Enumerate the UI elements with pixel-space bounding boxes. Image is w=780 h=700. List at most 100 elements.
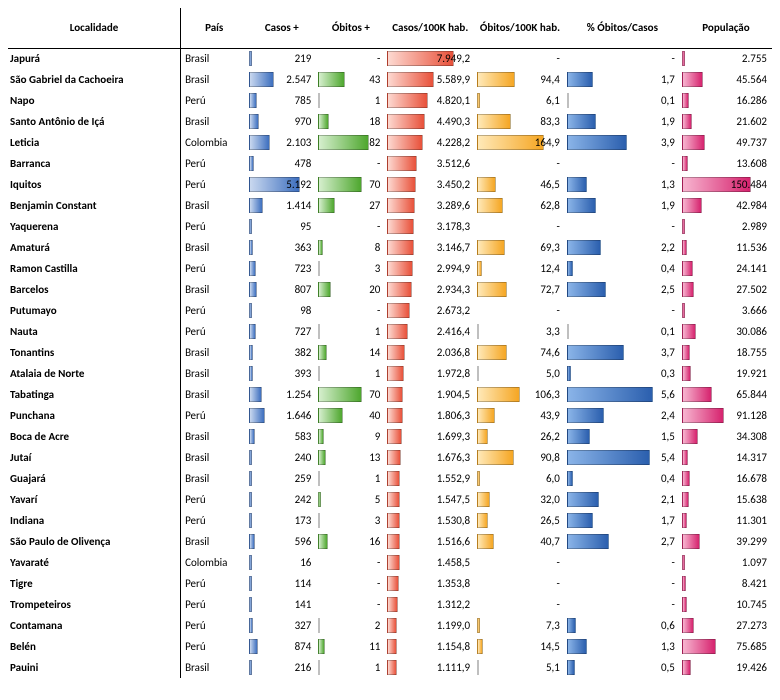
cell-pct: 1,7: [565, 510, 680, 531]
cell-c100: 1.199,0: [385, 615, 475, 636]
cell-pais: Colombia: [181, 132, 248, 153]
cell-obitos: 18: [316, 111, 385, 132]
cell-pct: 1,9: [565, 195, 680, 216]
cell-pop: 3.666: [680, 300, 772, 321]
cell-c100: 3.512,6: [385, 153, 475, 174]
cell-o100: 32,0: [475, 489, 565, 510]
cell-pais: Perú: [181, 174, 248, 195]
cell-pct: 3,7: [565, 342, 680, 363]
cell-pais: Perú: [181, 153, 248, 174]
cell-pais: Brasil: [181, 195, 248, 216]
cell-c100: 2.994,9: [385, 258, 475, 279]
table-row: JapuráBrasil219-7.949,2--2.755: [8, 48, 772, 69]
cell-localidade: Jutaí: [8, 447, 181, 468]
cell-c100: 2.934,3: [385, 279, 475, 300]
cell-c100: 1.904,5: [385, 384, 475, 405]
cell-localidade: Iquitos: [8, 174, 181, 195]
cell-pais: Brasil: [181, 657, 248, 678]
table-row: JutaíBrasil240131.676,390,85,414.317: [8, 447, 772, 468]
cell-pop: 65.844: [680, 384, 772, 405]
cell-c100: 1.530,8: [385, 510, 475, 531]
cell-o100: -: [475, 153, 565, 174]
table-row: ContamanaPerú32721.199,07,30,627.273: [8, 615, 772, 636]
table-row: São Paulo de OlivençaBrasil596161.516,64…: [8, 531, 772, 552]
header-pop: População: [680, 8, 772, 48]
cell-pct: 0,5: [565, 657, 680, 678]
cell-pais: Perú: [181, 615, 248, 636]
cell-obitos: 1: [316, 657, 385, 678]
cell-pais: Brasil: [181, 384, 248, 405]
cell-pais: Brasil: [181, 363, 248, 384]
cell-casos: 216: [247, 657, 316, 678]
cell-o100: 5,0: [475, 363, 565, 384]
cell-o100: 3,3: [475, 321, 565, 342]
cell-pop: 10.745: [680, 594, 772, 615]
cell-casos: 874: [247, 636, 316, 657]
cell-pais: Perú: [181, 489, 248, 510]
cell-casos: 393: [247, 363, 316, 384]
table-row: NapoPerú78514.820,16,10,116.286: [8, 90, 772, 111]
cell-obitos: 43: [316, 69, 385, 90]
cell-o100: 72,7: [475, 279, 565, 300]
cell-pct: -: [565, 594, 680, 615]
cell-o100: 40,7: [475, 531, 565, 552]
table-row: Santo Antônio de IçáBrasil970184.490,383…: [8, 111, 772, 132]
cell-pop: 21.602: [680, 111, 772, 132]
table-row: Boca de AcreBrasil58391.699,326,21,534.3…: [8, 426, 772, 447]
header-pct: % Óbitos/Casos: [565, 8, 680, 48]
cell-pais: Perú: [181, 405, 248, 426]
table-row: TigrePerú114-1.353,8--8.421: [8, 573, 772, 594]
cell-c100: 1.676,3: [385, 447, 475, 468]
cell-c100: 1.699,3: [385, 426, 475, 447]
cell-localidade: São Gabriel da Cachoeira: [8, 69, 181, 90]
cell-obitos: 70: [316, 174, 385, 195]
header-casos100k: Casos/100K hab.: [385, 8, 475, 48]
table-row: São Gabriel da CachoeiraBrasil2.547435.5…: [8, 69, 772, 90]
cell-pct: 5,4: [565, 447, 680, 468]
table-row: AmaturáBrasil36383.146,769,32,211.536: [8, 237, 772, 258]
cell-c100: 2.416,4: [385, 321, 475, 342]
cell-casos: 382: [247, 342, 316, 363]
cell-c100: 1.154,8: [385, 636, 475, 657]
cell-pct: 2,2: [565, 237, 680, 258]
cell-c100: 5.589,9: [385, 69, 475, 90]
cell-pais: Brasil: [181, 447, 248, 468]
table-row: YavaratéColombia16-1.458,5--1.097: [8, 552, 772, 573]
cell-pct: 1,7: [565, 69, 680, 90]
cell-casos: 723: [247, 258, 316, 279]
cell-o100: 164,9: [475, 132, 565, 153]
cell-o100: 46,5: [475, 174, 565, 195]
cell-c100: 3.146,7: [385, 237, 475, 258]
cell-c100: 1.972,8: [385, 363, 475, 384]
cell-pct: 1,9: [565, 111, 680, 132]
cell-obitos: 70: [316, 384, 385, 405]
cell-obitos: -: [316, 552, 385, 573]
cell-c100: 3.178,3: [385, 216, 475, 237]
cell-pop: 16.678: [680, 468, 772, 489]
cell-casos: 727: [247, 321, 316, 342]
cell-casos: 583: [247, 426, 316, 447]
cell-c100: 3.450,2: [385, 174, 475, 195]
cell-o100: -: [475, 573, 565, 594]
cell-casos: 2.103: [247, 132, 316, 153]
cell-obitos: -: [316, 216, 385, 237]
cell-c100: 4.820,1: [385, 90, 475, 111]
cell-localidade: Ramon Castilla: [8, 258, 181, 279]
cell-c100: 1.458,5: [385, 552, 475, 573]
cell-pct: 2,7: [565, 531, 680, 552]
cell-casos: 173: [247, 510, 316, 531]
cell-o100: -: [475, 300, 565, 321]
cell-pop: 19.921: [680, 363, 772, 384]
cell-pais: Perú: [181, 216, 248, 237]
cell-c100: 1.312,2: [385, 594, 475, 615]
cell-casos: 807: [247, 279, 316, 300]
cell-casos: 478: [247, 153, 316, 174]
cell-obitos: -: [316, 153, 385, 174]
cell-casos: 240: [247, 447, 316, 468]
cell-pct: 0,4: [565, 258, 680, 279]
cell-localidade: Benjamin Constant: [8, 195, 181, 216]
table-row: GuajaráBrasil25911.552,96,00,416.678: [8, 468, 772, 489]
cell-localidade: Yaquerena: [8, 216, 181, 237]
cell-pop: 30.086: [680, 321, 772, 342]
cell-pais: Perú: [181, 321, 248, 342]
